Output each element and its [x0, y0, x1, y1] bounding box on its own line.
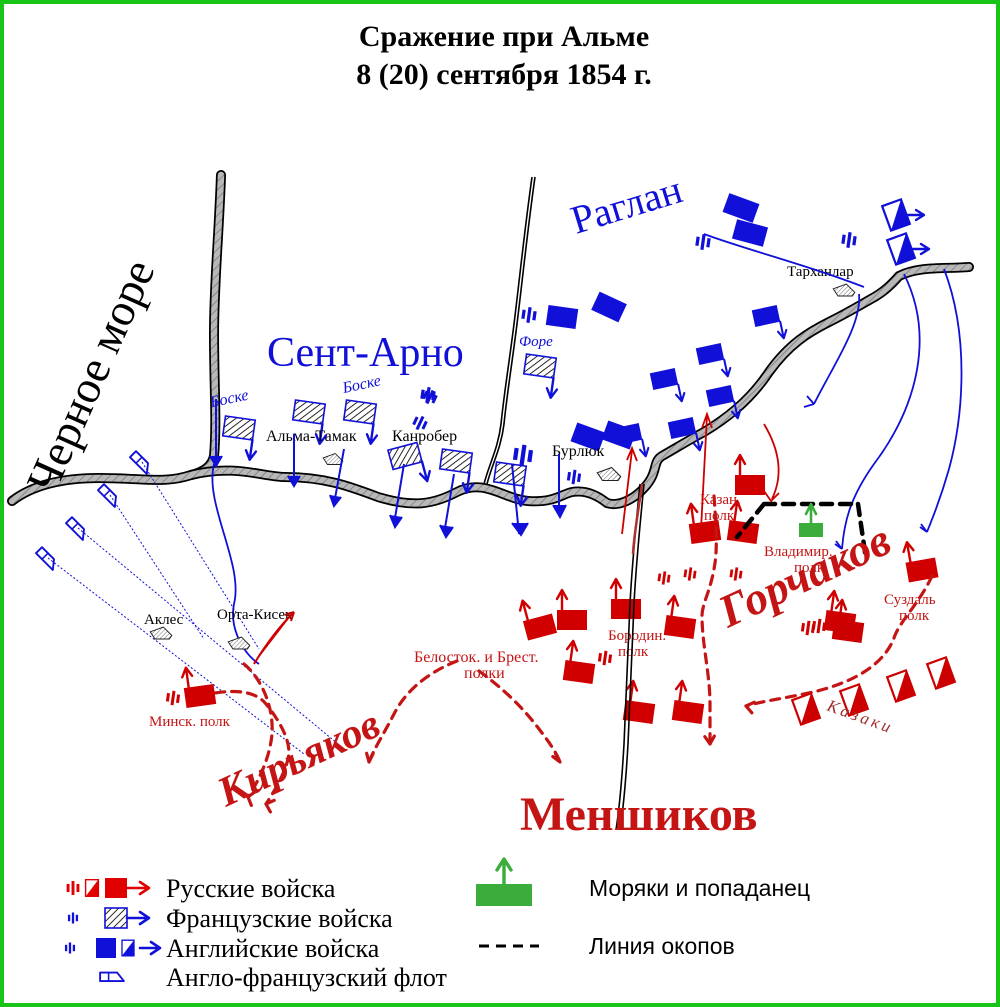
svg-text:Французские войска: Французские войска	[166, 904, 393, 933]
svg-text:Альма-Тамак: Альма-Тамак	[266, 428, 357, 445]
svg-text:Орта-Кисек: Орта-Кисек	[217, 607, 293, 623]
svg-text:Английские войска: Английские войска	[166, 934, 380, 963]
svg-text:Линия окопов: Линия окопов	[589, 933, 735, 959]
svg-text:полк: полк	[618, 644, 649, 660]
svg-text:Канробер: Канробер	[392, 428, 457, 445]
svg-text:Аклес: Аклес	[144, 612, 184, 628]
svg-text:Русские войска: Русские войска	[166, 874, 336, 903]
svg-text:полк: полк	[704, 508, 735, 524]
svg-text:Меншиков: Меншиков	[520, 788, 758, 841]
svg-text:Боске: Боске	[340, 372, 382, 397]
svg-text:Бородин.: Бородин.	[608, 628, 666, 644]
svg-text:Моряки и попаданец: Моряки и попаданец	[589, 875, 810, 901]
svg-text:Казан.: Казан.	[700, 492, 741, 508]
svg-text:Раглан: Раглан	[565, 166, 687, 242]
svg-text:Суздаль: Суздаль	[884, 592, 936, 608]
svg-text:Минск. полк: Минск. полк	[149, 714, 231, 730]
svg-text:Англо-французский флот: Англо-французский флот	[166, 963, 447, 992]
svg-text:Белосток. и Брест.: Белосток. и Брест.	[414, 649, 538, 666]
svg-text:Кирьяков: Кирьяков	[210, 701, 387, 816]
svg-text:Сент-Арно: Сент-Арно	[267, 330, 464, 376]
svg-text:полки: полки	[464, 665, 505, 682]
svg-text:Форе: Форе	[519, 334, 553, 350]
